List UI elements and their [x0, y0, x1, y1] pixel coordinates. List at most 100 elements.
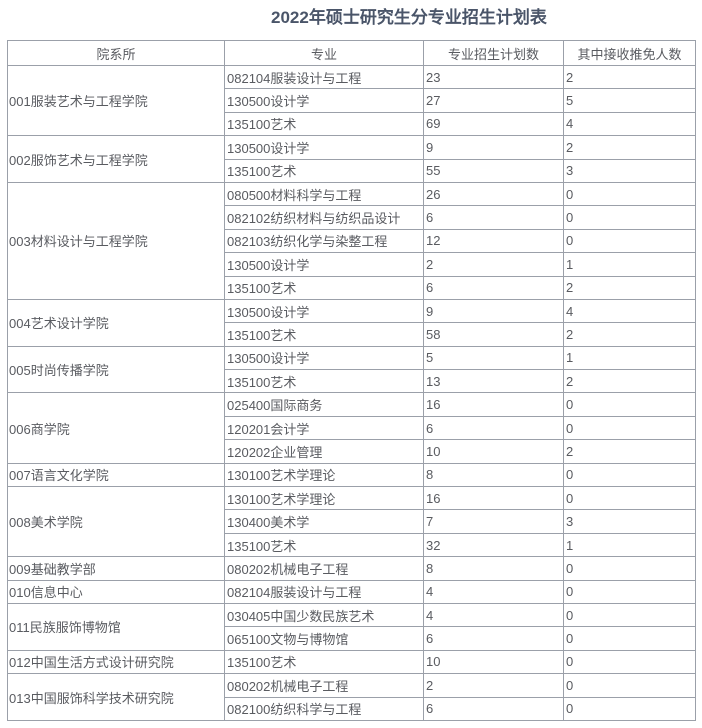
plan-count-cell: 6: [423, 205, 564, 230]
exempt-count-cell: 1: [563, 345, 696, 371]
table-row: 130500设计学 2 1: [8, 252, 696, 277]
exempt-count-cell: 2: [563, 135, 696, 160]
exempt-count-cell: 1: [563, 252, 696, 277]
table-row: 011民族服饰博物馆 030405中国少数民族艺术 4 0: [7, 602, 696, 651]
department-cell: 012中国生活方式设计研究院: [7, 649, 225, 675]
exempt-count-cell: 0: [563, 181, 696, 207]
table-row: 012中国生活方式设计研究院 135100艺术 10 0: [7, 649, 696, 675]
exempt-count-cell: 4: [563, 298, 696, 324]
table-row: 007语言文化学院 130100艺术学理论 8 0: [7, 462, 696, 488]
table-row: 008美术学院 130100艺术学理论 16 0: [7, 486, 696, 558]
table-row: 001服装艺术与工程学院 082104服装设计与工程 23 2: [7, 64, 696, 137]
plan-count-cell: 16: [423, 392, 564, 417]
department-cell: 009基础教学部: [7, 556, 225, 581]
table-row: 130400美术学 7 3: [8, 509, 696, 534]
plan-count-cell: 10: [423, 649, 564, 675]
major-cell: 082102纺织材料与纺织品设计: [224, 205, 424, 230]
table-row: 082102纺织材料与纺织品设计 6 0: [8, 205, 696, 230]
plan-count-cell: 9: [423, 298, 564, 324]
exempt-count-cell: 0: [563, 626, 696, 651]
plan-count-cell: 7: [423, 509, 564, 534]
table-row: 004艺术设计学院 130500设计学 9 4: [7, 298, 696, 347]
exempt-count-cell: 0: [563, 415, 696, 441]
department-cell: 011民族服饰博物馆: [7, 602, 225, 651]
exempt-count-cell: 0: [563, 649, 696, 675]
plan-count-cell: 6: [423, 415, 564, 441]
table-row: 135100艺术 55 3: [8, 158, 696, 183]
department-cell: 004艺术设计学院: [7, 298, 225, 347]
exempt-count-cell: 4: [563, 111, 696, 137]
exempt-count-cell: 0: [563, 486, 696, 511]
major-cell: 135100艺术: [224, 158, 424, 183]
plan-count-cell: 32: [423, 532, 564, 558]
major-cell: 130400美术学: [224, 509, 424, 534]
major-cell: 082103纺织化学与染整工程: [224, 228, 424, 254]
header-major: 专业: [224, 40, 424, 66]
exempt-count-cell: 0: [563, 205, 696, 230]
major-cell: 120202企业管理: [224, 439, 424, 464]
table-row: 010信息中心 082104服装设计与工程 4 0: [7, 579, 696, 604]
plan-count-cell: 27: [423, 88, 564, 113]
plan-count-cell: 4: [423, 602, 564, 628]
major-cell: 130500设计学: [224, 298, 424, 324]
major-cell: 080202机械电子工程: [224, 673, 424, 698]
table-header: 院系所 专业 专业招生计划数 其中接收推免人数: [7, 40, 696, 66]
table-row: 135100艺术 32 1: [8, 532, 696, 558]
major-cell: 082104服装设计与工程: [224, 64, 424, 90]
table-row: 006商学院 025400国际商务 16 0: [7, 392, 696, 464]
major-cell: 130500设计学: [224, 88, 424, 113]
plan-count-cell: 16: [423, 486, 564, 511]
plan-count-cell: 69: [423, 111, 564, 137]
major-cell: 082100纺织科学与工程: [224, 696, 424, 721]
exempt-count-cell: 0: [563, 556, 696, 581]
department-cell: 013中国服饰科学技术研究院: [7, 673, 225, 721]
major-cell: 135100艺术: [224, 369, 424, 394]
exempt-count-cell: 1: [563, 532, 696, 558]
table-row: 005时尚传播学院 130500设计学 5 1: [7, 345, 696, 394]
exempt-count-cell: 0: [563, 579, 696, 604]
major-cell: 130100艺术学理论: [224, 462, 424, 488]
department-cell: 005时尚传播学院: [7, 345, 225, 394]
header-row: 院系所 专业 专业招生计划数 其中接收推免人数: [7, 40, 696, 66]
major-cell: 135100艺术: [224, 111, 424, 137]
plan-count-cell: 6: [423, 626, 564, 651]
plan-count-cell: 2: [423, 673, 564, 698]
exempt-count-cell: 0: [563, 673, 696, 698]
major-cell: 130500设计学: [224, 252, 424, 277]
header-exempt-count: 其中接收推免人数: [563, 40, 696, 66]
table-row: 130500设计学 27 5: [8, 88, 696, 113]
exempt-count-cell: 0: [563, 228, 696, 254]
department-cell: 002服饰艺术与工程学院: [7, 135, 225, 183]
page-title: 2022年硕士研究生分专业招生计划表: [271, 8, 547, 27]
table-row: 135100艺术 69 4: [8, 111, 696, 137]
exempt-count-cell: 3: [563, 509, 696, 534]
major-cell: 130500设计学: [224, 135, 424, 160]
exempt-count-cell: 0: [563, 696, 696, 721]
plan-count-cell: 8: [423, 556, 564, 581]
exempt-count-cell: 2: [563, 64, 696, 90]
department-cell: 001服装艺术与工程学院: [7, 64, 225, 137]
header-department: 院系所: [7, 40, 225, 66]
exempt-count-cell: 2: [563, 275, 696, 300]
major-cell: 025400国际商务: [224, 392, 424, 417]
department-cell: 010信息中心: [7, 579, 225, 604]
table-row: 135100艺术 6 2: [8, 275, 696, 300]
department-cell: 008美术学院: [7, 486, 225, 558]
table-row: 120202企业管理 10 2: [8, 439, 696, 464]
major-cell: 030405中国少数民族艺术: [224, 602, 424, 628]
exempt-count-cell: 0: [563, 462, 696, 488]
major-cell: 135100艺术: [224, 322, 424, 347]
department-cell: 003材料设计与工程学院: [7, 181, 225, 300]
major-cell: 065100文物与博物馆: [224, 626, 424, 651]
table-row: 002服饰艺术与工程学院 130500设计学 9 2: [7, 135, 696, 183]
exempt-count-cell: 3: [563, 158, 696, 183]
table-row: 135100艺术 13 2: [8, 369, 696, 394]
table-row: 003材料设计与工程学院 080500材料科学与工程 26 0: [7, 181, 696, 300]
plan-count-cell: 2: [423, 252, 564, 277]
exempt-count-cell: 0: [563, 602, 696, 628]
plan-count-cell: 4: [423, 579, 564, 604]
major-cell: 120201会计学: [224, 415, 424, 441]
exempt-count-cell: 2: [563, 439, 696, 464]
major-cell: 135100艺术: [224, 275, 424, 300]
plan-count-cell: 55: [423, 158, 564, 183]
